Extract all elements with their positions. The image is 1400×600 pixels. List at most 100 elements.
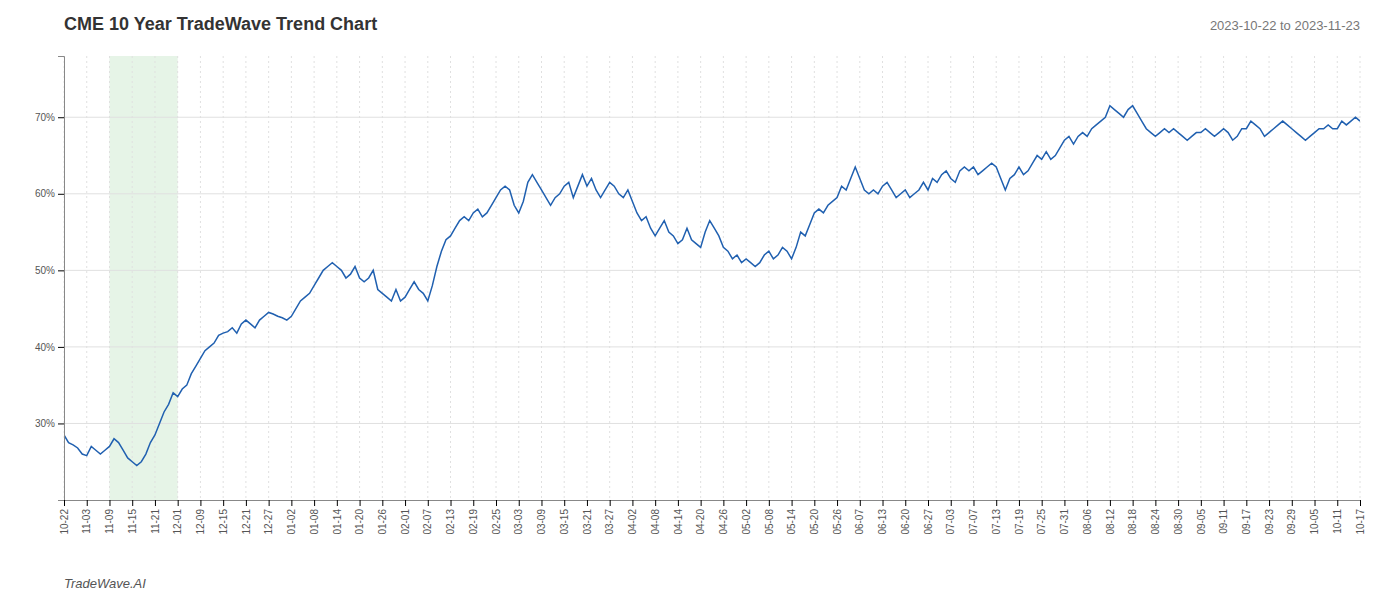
x-tick-label: 12-01 — [172, 509, 183, 535]
x-tick: 02-01 — [400, 500, 411, 535]
grid-line-x — [268, 56, 269, 500]
x-tick-label: 01-08 — [309, 509, 320, 535]
x-tick-mark — [1360, 500, 1361, 506]
x-tick: 10-05 — [1309, 500, 1320, 535]
x-tick-mark — [132, 500, 133, 506]
x-tick-label: 03-27 — [604, 509, 615, 535]
x-tick-mark — [1292, 500, 1293, 506]
x-tick-label: 08-24 — [1150, 509, 1161, 535]
grid-line-y — [64, 346, 1360, 347]
x-tick: 06-27 — [923, 500, 934, 535]
x-tick: 06-20 — [900, 500, 911, 535]
x-tick-mark — [723, 500, 724, 506]
x-tick-label: 07-13 — [991, 509, 1002, 535]
grid-line-x — [700, 56, 701, 500]
grid-line-x — [223, 56, 224, 500]
plot-area: 30%40%50%60%70%10-2211-0311-0911-1511-21… — [35, 56, 1366, 535]
y-tick: 50% — [35, 265, 64, 276]
x-tick: 03-21 — [582, 500, 593, 535]
x-tick-mark — [109, 500, 110, 506]
y-axis-line — [58, 57, 65, 501]
grid-line-x — [496, 56, 497, 500]
x-tick: 11-03 — [81, 500, 92, 534]
x-tick-label: 10-22 — [59, 509, 70, 535]
x-tick: 01-14 — [332, 500, 343, 535]
x-tick: 05-26 — [832, 500, 843, 535]
x-tick-label: 07-31 — [1059, 509, 1070, 535]
grid-line-y — [64, 423, 1360, 424]
x-tick: 08-30 — [1173, 500, 1184, 535]
x-tick-label: 10-11 — [1332, 509, 1343, 534]
x-tick-label: 12-15 — [218, 509, 229, 535]
x-tick-mark — [223, 500, 224, 506]
x-tick-label: 03-09 — [536, 509, 547, 535]
grid-line-x — [814, 56, 815, 500]
y-tick: 30% — [35, 418, 64, 429]
grid-line-x — [1360, 56, 1361, 500]
x-tick-label: 12-09 — [195, 509, 206, 535]
x-tick: 07-25 — [1036, 500, 1047, 535]
y-tick-label: 50% — [35, 265, 55, 276]
x-tick: 09-17 — [1241, 500, 1252, 535]
grid-line-x — [1291, 56, 1292, 500]
x-tick-mark — [428, 500, 429, 506]
grid-line-x — [632, 56, 633, 500]
x-tick-mark — [792, 500, 793, 506]
x-tick-label: 11-03 — [81, 509, 92, 534]
x-tick-mark — [1155, 500, 1156, 506]
x-tick-mark — [587, 500, 588, 506]
x-tick-label: 05-14 — [786, 509, 797, 535]
x-tick-label: 04-08 — [650, 509, 661, 535]
x-tick: 05-20 — [809, 500, 820, 535]
x-tick-label: 02-13 — [445, 509, 456, 535]
x-tick-label: 04-26 — [718, 509, 729, 535]
x-tick: 09-11 — [1218, 500, 1229, 534]
grid-line-x — [382, 56, 383, 500]
x-tick-mark — [496, 500, 497, 506]
x-tick-label: 11-09 — [104, 509, 115, 534]
grid-line-x — [1223, 56, 1224, 500]
chart: 30%40%50%60%70%10-2211-0311-0911-1511-21… — [0, 0, 1400, 600]
grid-line-y — [64, 193, 1360, 194]
grid-line-x — [1087, 56, 1088, 500]
x-tick-mark — [1269, 500, 1270, 506]
x-tick-mark — [905, 500, 906, 506]
x-tick-mark — [1133, 500, 1134, 506]
x-tick: 12-21 — [241, 500, 252, 535]
x-tick-mark — [541, 500, 542, 506]
x-tick: 11-15 — [127, 500, 138, 534]
x-tick-mark — [314, 500, 315, 506]
grid-line-x — [791, 56, 792, 500]
x-tick-mark — [610, 500, 611, 506]
grid-line-x — [746, 56, 747, 500]
x-tick-mark — [382, 500, 383, 506]
x-tick-mark — [1064, 500, 1065, 506]
x-tick-label: 11-15 — [127, 509, 138, 534]
grid-line-x — [1041, 56, 1042, 500]
x-tick-mark — [746, 500, 747, 506]
x-tick-label: 08-30 — [1173, 509, 1184, 535]
x-tick: 06-07 — [854, 500, 865, 535]
grid-line-x — [950, 56, 951, 500]
grid-line-x — [86, 56, 87, 500]
x-tick-label: 08-12 — [1105, 509, 1116, 535]
x-tick-mark — [678, 500, 679, 506]
grid-line-x — [859, 56, 860, 500]
y-tick-mark — [58, 270, 64, 271]
x-tick-label: 02-19 — [468, 509, 479, 535]
grid-line-y — [64, 117, 1360, 118]
y-tick-mark — [58, 194, 64, 195]
data-layer — [109, 56, 177, 500]
x-tick-mark — [87, 500, 88, 506]
x-tick-label: 10-17 — [1355, 509, 1366, 535]
x-tick-label: 04-02 — [627, 509, 638, 535]
x-tick: 11-09 — [104, 500, 115, 534]
series-layer — [64, 106, 1360, 466]
x-tick-mark — [837, 500, 838, 506]
x-tick-label: 09-17 — [1241, 509, 1252, 535]
x-tick-label: 11-21 — [150, 509, 161, 534]
x-tick: 09-05 — [1196, 500, 1207, 535]
x-tick-label: 01-26 — [377, 509, 388, 535]
y-tick: 70% — [35, 112, 64, 123]
x-tick: 04-08 — [650, 500, 661, 535]
